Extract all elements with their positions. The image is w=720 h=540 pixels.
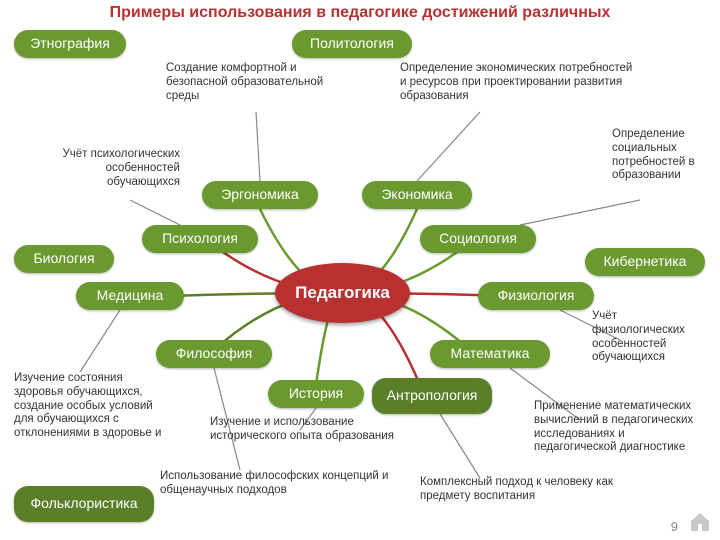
- callout-sociology: [520, 200, 640, 225]
- node-physiology: Физиология: [478, 282, 594, 310]
- desc-d-physiology: Учёт физиологических особенностей обучаю…: [592, 310, 710, 365]
- node-cybernetics: Кибернетика: [585, 248, 705, 276]
- callout-psychology: [130, 200, 180, 225]
- home-icon[interactable]: [688, 510, 712, 534]
- desc-d-history: Изучение и использование исторического о…: [210, 416, 410, 444]
- callout-medicine: [80, 310, 120, 372]
- node-politology: Политология: [292, 30, 412, 58]
- node-psychology: Психология: [142, 225, 258, 253]
- center-node: Педагогика: [275, 263, 410, 323]
- desc-d-medicine: Изучение состояния здоровья обучающихся,…: [14, 372, 164, 441]
- page-number: 9: [671, 519, 678, 534]
- desc-d-anthropology: Комплексный подход к человеку как предме…: [420, 476, 620, 504]
- node-medicine: Медицина: [76, 282, 184, 310]
- node-economics: Экономика: [362, 181, 472, 209]
- home-icon-path: [691, 513, 709, 531]
- node-history: История: [268, 380, 364, 408]
- callout-economics: [417, 112, 480, 181]
- node-philosophy: Философия: [156, 340, 272, 368]
- node-folklore: Фольклористика: [14, 486, 154, 522]
- node-mathematics: Математика: [430, 340, 550, 368]
- node-ethnography: Этнография: [14, 30, 126, 58]
- page-title: Примеры использования в педагогике дости…: [0, 4, 720, 22]
- desc-d-ergonomics: Создание комфортной и безопасной образов…: [166, 62, 346, 103]
- callout-anthropology: [440, 414, 480, 478]
- desc-d-economics: Определение экономических потребностей и…: [400, 62, 640, 103]
- node-biology: Биология: [14, 245, 114, 273]
- node-anthropology: Антропология: [372, 378, 492, 414]
- node-sociology: Социология: [420, 225, 536, 253]
- desc-d-philosophy: Использование философских концепций и об…: [160, 470, 390, 498]
- desc-d-mathematics: Применение математических вычислений в п…: [534, 400, 704, 455]
- desc-d-sociology: Определение социальных потребностей в об…: [612, 128, 712, 183]
- desc-d-psychology: Учёт психологических особенностей обучаю…: [50, 148, 180, 189]
- callout-ergonomics: [256, 112, 260, 181]
- node-ergonomics: Эргономика: [202, 181, 318, 209]
